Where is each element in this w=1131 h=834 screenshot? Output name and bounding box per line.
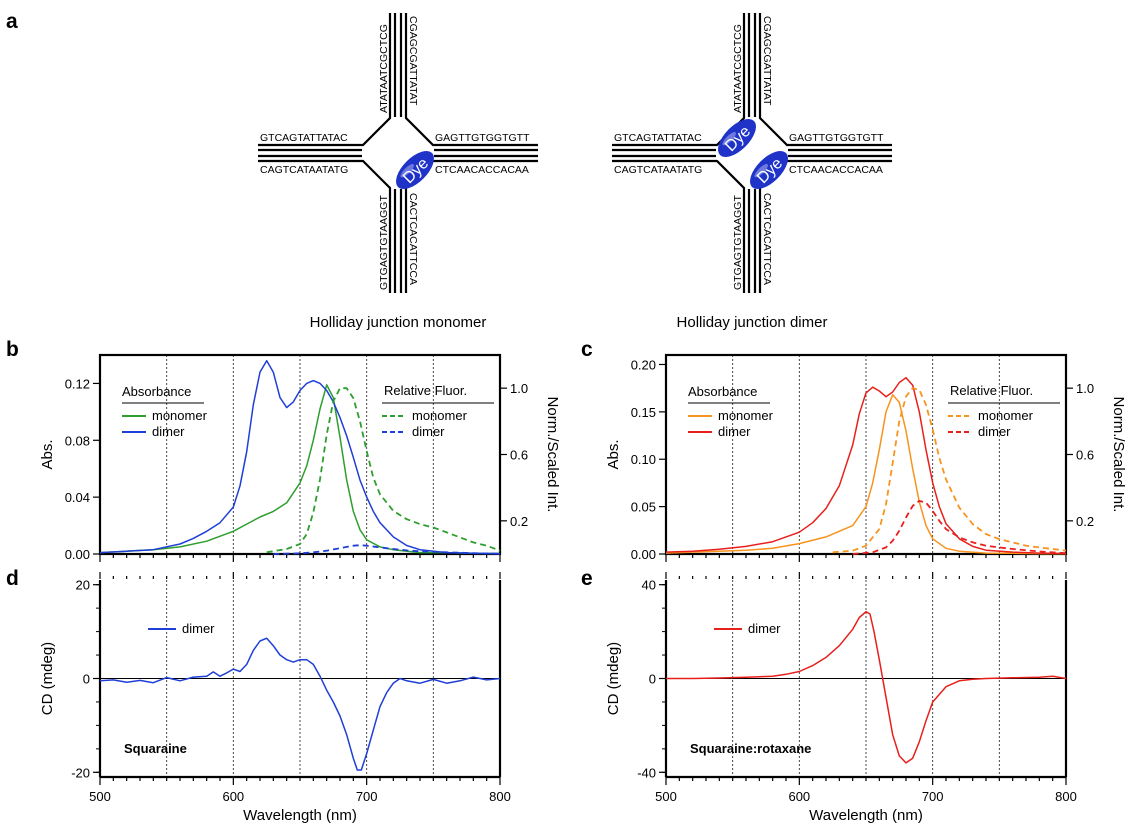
- legend-absorbance-title: Absorbance: [688, 384, 757, 399]
- y-tick-label: 0.12: [65, 376, 90, 391]
- seq-right-bottom: CTCAACACCACAA: [789, 164, 883, 176]
- seq-left-top: GTCAGTATTATAC: [614, 132, 702, 144]
- legend-label-dimer-fluor: dimer: [978, 424, 1011, 439]
- legend-label-dimer: dimer: [748, 621, 781, 636]
- y-tick-label: 0.10: [631, 452, 656, 467]
- y-tick-label: 0.00: [631, 547, 656, 562]
- series-fluorescence-dimer-line: [852, 499, 1067, 555]
- y-axis-label: CD (mdeg): [605, 642, 622, 715]
- legend-absorbance-title: Absorbance: [122, 384, 191, 399]
- x-tick-label: 700: [922, 789, 944, 804]
- series-absorbance-monomer-line: [665, 394, 1067, 555]
- seq-top-left: ATATAATCGCTCG: [378, 24, 390, 113]
- series-cd-dimer-line: [666, 610, 1067, 764]
- holliday-junction-dimer: ATATAATCGCTCG CGAGCGATTATAT GTCAGTATTATA…: [612, 13, 892, 293]
- legend-label-dimer-fluor: dimer: [412, 424, 445, 439]
- series-fluorescence-dimer-line: [273, 544, 501, 555]
- y-tick-label: 0.15: [631, 405, 656, 420]
- x-axis-label: Wavelength (nm): [809, 807, 923, 824]
- y2-tick-label: 1.0: [510, 381, 528, 396]
- y-tick-label: -40: [637, 765, 656, 780]
- y2-tick-label: 0.2: [510, 514, 528, 529]
- panel-label-b: b: [6, 338, 19, 361]
- x-tick-label: 600: [222, 789, 244, 804]
- seq-left-bottom: CAGTCATAATATG: [614, 164, 702, 176]
- series-absorbance-monomer-line: [99, 384, 501, 555]
- seq-right-bottom: CTCAACACCACAA: [435, 164, 529, 176]
- series-fluorescence-monomer-line: [266, 387, 501, 554]
- panel-label-e: e: [581, 567, 593, 590]
- y-axis-label: Abs.: [39, 439, 56, 469]
- junction-strands: [612, 13, 892, 293]
- legend-label-monomer-fluor: monomer: [412, 408, 468, 423]
- seq-right-top: GAGTTGTGGTGTT: [435, 132, 530, 144]
- y-axis-label: Abs.: [605, 439, 622, 469]
- seq-right-top: GAGTTGTGGTGTT: [789, 132, 884, 144]
- legend-fluor-title: Relative Fluor.: [384, 383, 467, 398]
- legend-label-monomer-fluor: monomer: [978, 408, 1034, 423]
- legend-label-dimer: dimer: [718, 424, 751, 439]
- y2-tick-label: 0.6: [510, 448, 528, 463]
- dye-molecule-2: Dye: [750, 151, 788, 189]
- annotation-label: Squaraine: [124, 741, 187, 756]
- seq-bottom-left: GTGAGTGTAAGGT: [378, 195, 390, 290]
- y2-axis-label: Norm./Scaled Int.: [544, 397, 561, 513]
- seq-left-bottom: CAGTCATAATATG: [260, 164, 348, 176]
- chart-d-circular-dichroism: 500 600 700 800 Wavelength (nm) -20 0 20 CD (mde…: [39, 572, 511, 824]
- panel-label-c: c: [581, 338, 593, 361]
- seq-top-left: ATATAATCGCTCG: [732, 24, 744, 113]
- x-tick-label: 600: [788, 789, 810, 804]
- legend-label-dimer: dimer: [182, 621, 215, 636]
- seq-bottom-left: GTGAGTGTAAGGT: [732, 195, 744, 290]
- dye-molecule: Dye: [396, 151, 434, 189]
- seq-bottom-right: CACTCACATTCCA: [761, 193, 773, 285]
- y2-tick-label: 0.2: [1076, 514, 1094, 529]
- series-absorbance-dimer-line: [99, 359, 501, 555]
- y-tick-label: -20: [71, 765, 90, 780]
- y2-tick-label: 1.0: [1076, 381, 1094, 396]
- legend-label-monomer: monomer: [718, 408, 774, 423]
- y-tick-label: 0.04: [65, 490, 90, 505]
- x-tick-label: 500: [655, 789, 677, 804]
- panel-label-a: a: [6, 10, 18, 33]
- chart-b-absorbance-fluorescence: 0.00 0.04 0.08 0.12 Abs. 0.2 0.6 1.0 Norm./Scale…: [39, 353, 561, 562]
- y-tick-label: 20: [76, 578, 90, 593]
- y-axis-label: CD (mdeg): [39, 642, 56, 715]
- series-fluorescence-monomer-line: [832, 387, 1067, 554]
- y-tick-label: 0: [649, 672, 656, 687]
- x-tick-label: 500: [89, 789, 111, 804]
- dye-molecule-1: Dye: [718, 119, 756, 157]
- y-tick-label: 40: [642, 578, 656, 593]
- chart-e-circular-dichroism: 500 600 700 800 Wavelength (nm) -40 0 40 CD (mde…: [605, 572, 1077, 824]
- legend-label-monomer: monomer: [152, 408, 208, 423]
- caption-monomer: Holliday junction monomer: [310, 314, 487, 331]
- y2-axis-label: Norm./Scaled Int.: [1110, 397, 1127, 513]
- x-axis-label: Wavelength (nm): [243, 807, 357, 824]
- y2-tick-label: 0.6: [1076, 448, 1094, 463]
- series-cd-dimer-line: [99, 637, 501, 771]
- annotation-label: Squaraine:rotaxane: [690, 741, 811, 756]
- caption-dimer: Holliday junction dimer: [677, 314, 828, 331]
- seq-bottom-right: CACTCACATTCCA: [407, 193, 419, 285]
- junction-strands: [258, 13, 538, 293]
- x-tick-label: 800: [1055, 789, 1077, 804]
- panel-label-d: d: [6, 567, 19, 590]
- seq-left-top: GTCAGTATTATAC: [260, 132, 348, 144]
- chart-c-absorbance-fluorescence: 0.00 0.05 0.10 0.15 0.20 Abs. 0.2 0.6 1.0 Norm./S…: [605, 353, 1127, 562]
- y-tick-label: 0.05: [631, 500, 656, 515]
- seq-top-right: CGAGCGATTATAT: [761, 16, 773, 106]
- series-absorbance-dimer-line: [665, 376, 1067, 555]
- y-tick-label: 0: [83, 672, 90, 687]
- y-tick-label: 0.20: [631, 357, 656, 372]
- x-tick-label: 700: [356, 789, 378, 804]
- legend-label-dimer: dimer: [152, 424, 185, 439]
- y-tick-label: 0.00: [65, 547, 90, 562]
- holliday-junction-monomer: ATATAATCGCTCG CGAGCGATTATAT GTCAGTATTATA…: [258, 13, 538, 293]
- x-tick-label: 800: [489, 789, 511, 804]
- seq-top-right: CGAGCGATTATAT: [407, 16, 419, 106]
- y-tick-label: 0.08: [65, 433, 90, 448]
- legend-fluor-title: Relative Fluor.: [950, 383, 1033, 398]
